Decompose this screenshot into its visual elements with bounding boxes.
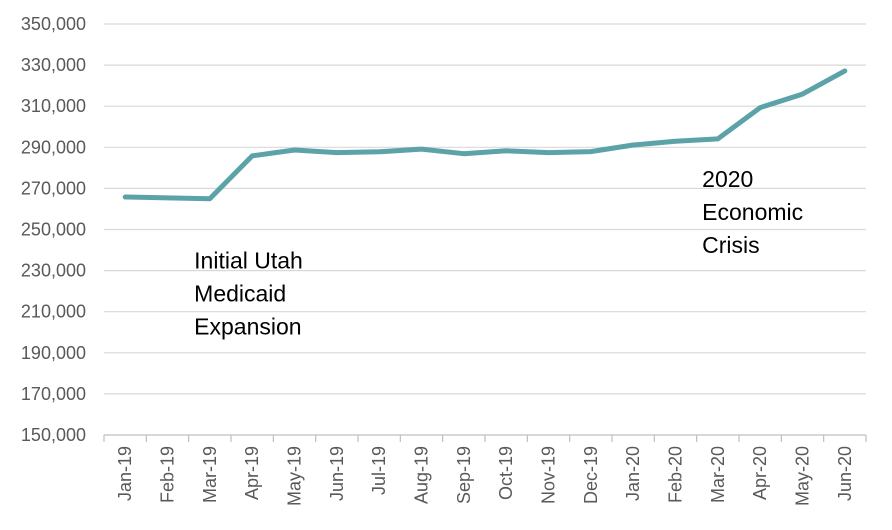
y-tick-label: 250,000 — [21, 220, 86, 240]
x-axis — [103, 434, 867, 442]
annotation-line: Expansion — [194, 314, 301, 340]
x-tick-label: Sep-19 — [454, 446, 474, 504]
x-tick-label: Jan-20 — [623, 446, 643, 501]
gridlines — [104, 23, 866, 395]
annotation-line: Crisis — [702, 232, 760, 258]
y-tick-label: 330,000 — [21, 55, 86, 75]
y-tick-label: 230,000 — [21, 261, 86, 281]
x-tick-label: Jan-19 — [115, 446, 135, 501]
series-line — [122, 68, 848, 202]
x-tick-label: Nov-19 — [539, 446, 559, 504]
x-tick-label: Mar-20 — [708, 446, 728, 503]
series-lines — [122, 68, 848, 202]
x-tick-label: Apr-20 — [750, 446, 770, 500]
y-tick-label: 270,000 — [21, 178, 86, 198]
x-tick-label: Feb-20 — [666, 446, 686, 503]
annotations: Initial Utah Medicaid Expansion 2020 Economi… — [194, 166, 803, 340]
x-tick-label: Dec-19 — [581, 446, 601, 504]
annotation-line: Economic — [702, 199, 803, 225]
x-tick-label: Feb-19 — [158, 446, 178, 503]
x-tick-label: Jul-19 — [369, 446, 389, 495]
y-axis-tick-labels: 150,000 170,000 190,000 210,000 230,000 250,0… — [21, 14, 86, 445]
x-tick-label: Oct-19 — [496, 446, 516, 500]
x-axis-tick-labels: Jan-19 Feb-19 Mar-19 Apr-19 May-19 Jun-19 Jul-… — [115, 446, 855, 506]
y-tick-label: 310,000 — [21, 96, 86, 116]
x-tick-label: Mar-19 — [200, 446, 220, 503]
annotation-line: Medicaid — [194, 281, 286, 307]
x-tick-label: Apr-19 — [242, 446, 262, 500]
annotation-line: 2020 — [702, 166, 753, 192]
y-tick-label: 170,000 — [21, 384, 86, 404]
x-tick-label: Jun-20 — [835, 446, 855, 501]
y-tick-label: 350,000 — [21, 14, 86, 34]
annotation-line: Initial Utah — [194, 248, 303, 274]
y-tick-label: 290,000 — [21, 137, 86, 157]
x-tick-label: May-19 — [285, 446, 305, 506]
y-tick-label: 150,000 — [21, 425, 86, 445]
x-tick-label: Jun-19 — [327, 446, 347, 501]
y-tick-label: 210,000 — [21, 302, 86, 322]
x-tick-label: Aug-19 — [412, 446, 432, 504]
y-tick-label: 190,000 — [21, 343, 86, 363]
x-tick-label: May-20 — [793, 446, 813, 506]
